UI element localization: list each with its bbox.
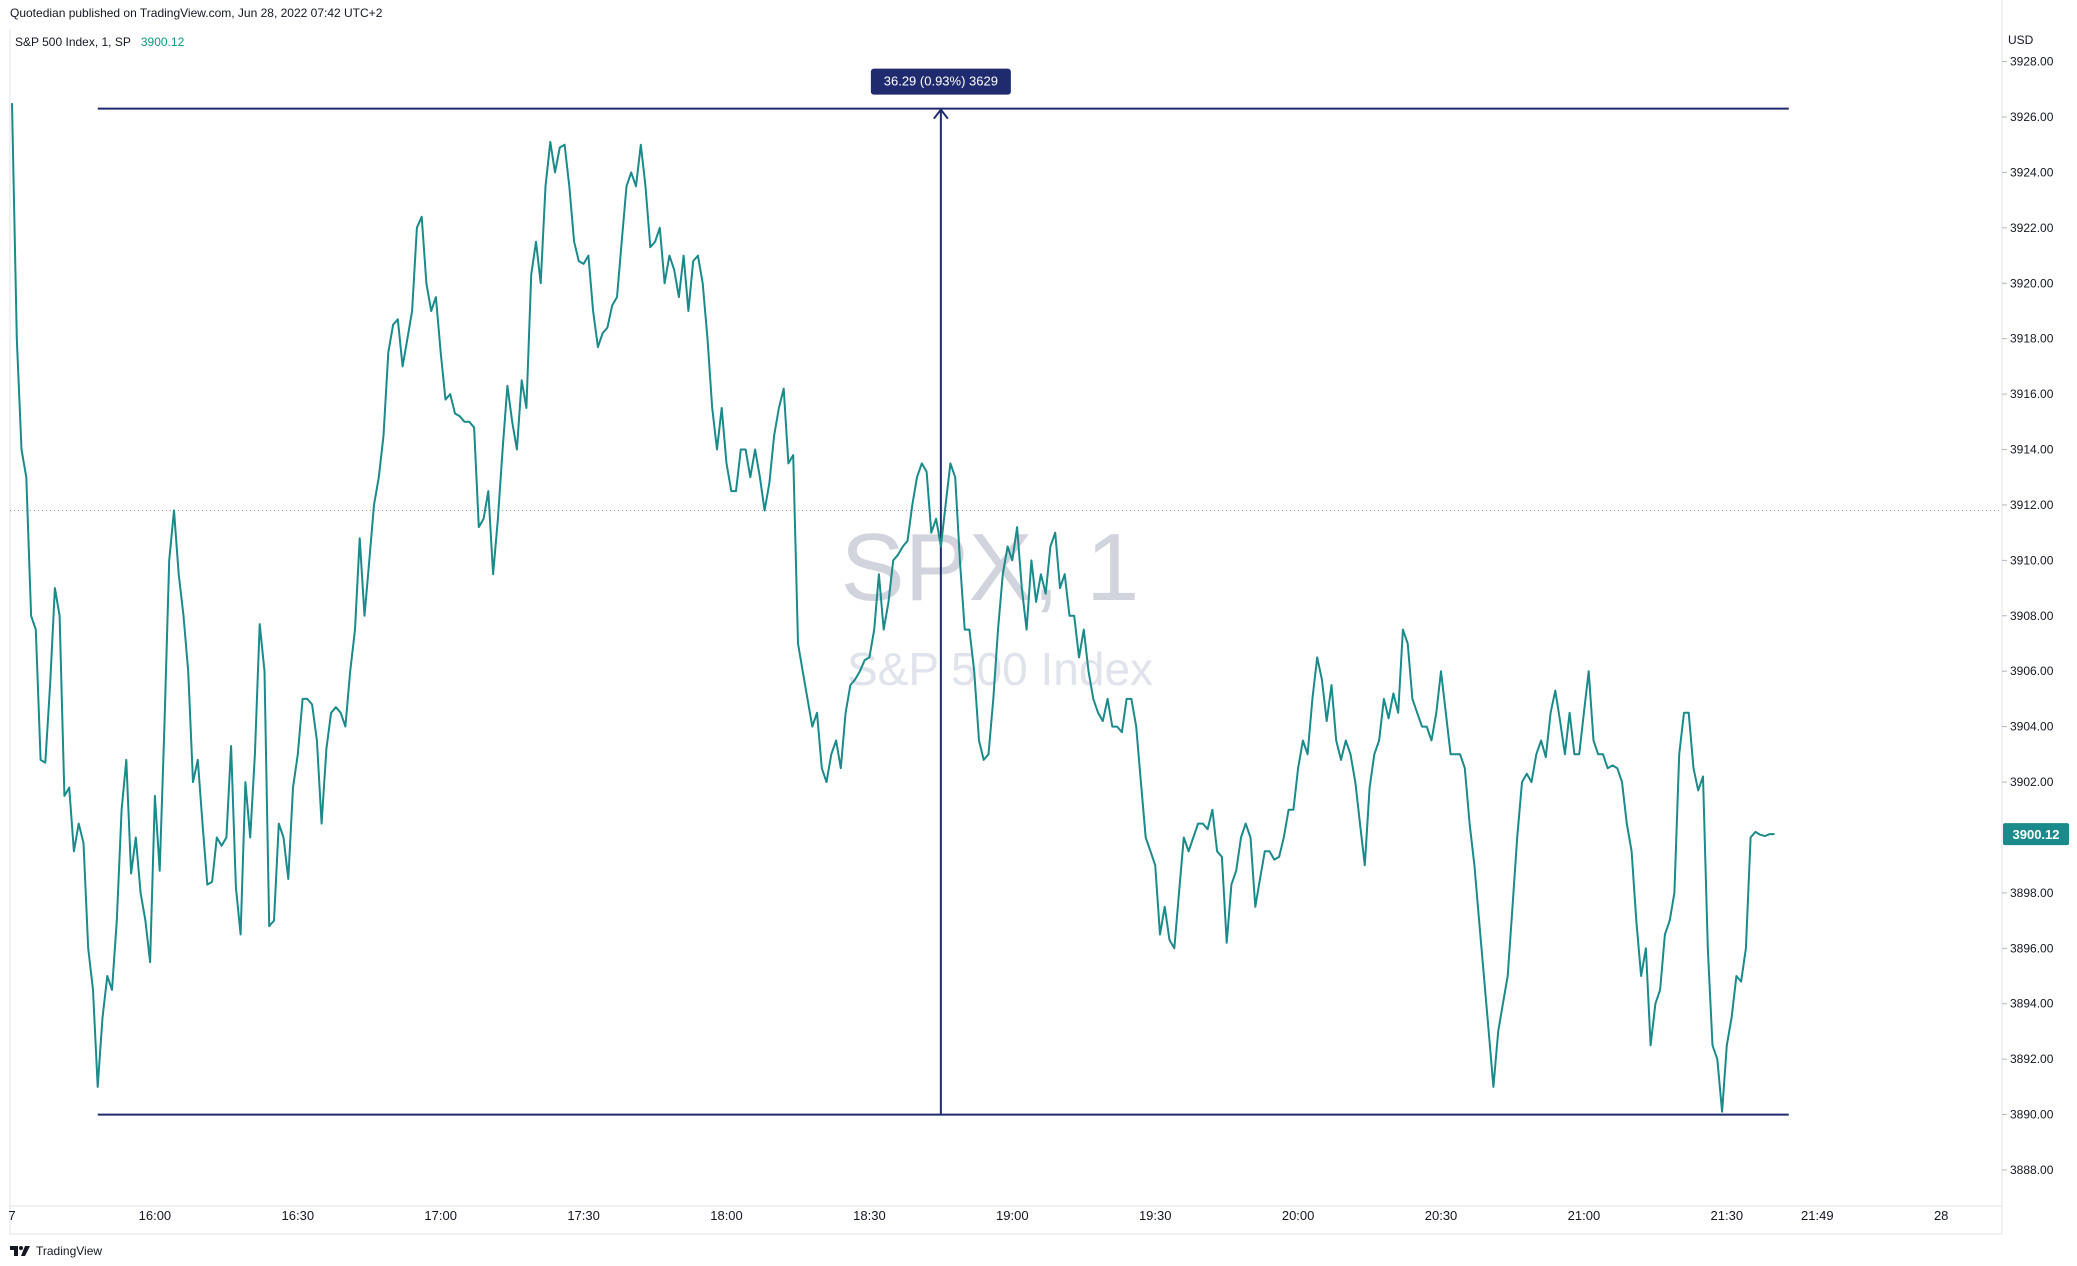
- price-range-measure[interactable]: 36.29 (0.93%) 3629: [97, 68, 1789, 1116]
- x-tick-label: 17:00: [424, 1208, 457, 1223]
- price-series: [11, 103, 1775, 1113]
- x-tick-label: 20:30: [1425, 1208, 1458, 1223]
- x-tick-label: 18:00: [710, 1208, 743, 1223]
- tradingview-footer[interactable]: TradingView: [10, 1244, 102, 1258]
- x-tick-label: 16:30: [282, 1208, 315, 1223]
- y-tick-label: 3926.00: [2010, 110, 2054, 124]
- symbol-label: S&P 500 Index, 1, SP: [15, 35, 131, 49]
- y-tick-label: 3916.00: [2010, 387, 2054, 401]
- tradingview-brand: TradingView: [36, 1244, 103, 1258]
- y-tick-label: 3910.00: [2010, 553, 2054, 567]
- x-tick-label: 16:00: [139, 1208, 172, 1223]
- measure-arrow-icon: [933, 108, 949, 120]
- x-tick-label: 18:30: [853, 1208, 886, 1223]
- x-tick-label: 20:00: [1282, 1208, 1315, 1223]
- y-tick-label: 3918.00: [2010, 332, 2054, 346]
- watermark-symbol: SPX, 1: [841, 514, 1140, 621]
- spx-price-line: [11, 103, 1775, 1113]
- x-tick-label: 21:49: [1801, 1208, 1834, 1223]
- y-tick-label: 3924.00: [2010, 165, 2054, 179]
- legend-price: 3900.12: [140, 35, 185, 49]
- chart-frame: [9, 0, 2003, 1235]
- chart-watermark: SPX, 1 S&P 500 Index: [841, 514, 1153, 695]
- last-price-label: 3900.12: [2013, 827, 2060, 842]
- y-tick-label: 3902.00: [2010, 775, 2054, 789]
- y-tick-label: 3892.00: [2010, 1052, 2054, 1066]
- watermark-name: S&P 500 Index: [847, 643, 1153, 695]
- time-axis[interactable]: 7 16:00 16:30 17:00 17:30 18:00 18:30 19:00 19:3…: [8, 1208, 1948, 1223]
- price-axis[interactable]: USD 3888.00 3890.00 3892.00 3894.00 3896.00 38…: [2002, 33, 2069, 1177]
- y-tick-label: 3920.00: [2010, 276, 2054, 290]
- publisher-line: Quotedian published on TradingView.com, …: [10, 6, 383, 20]
- y-tick-label: 3890.00: [2010, 1108, 2054, 1122]
- x-tick-label: 21:30: [1711, 1208, 1744, 1223]
- measure-label-box: [870, 68, 1011, 95]
- measure-label: 36.29 (0.93%) 3629: [884, 74, 998, 89]
- y-tick-label: 3914.00: [2010, 443, 2054, 457]
- y-tick-label: 3896.00: [2010, 941, 2054, 955]
- y-tick-label: 3904.00: [2010, 720, 2054, 734]
- y-tick-label: 3888.00: [2010, 1163, 2054, 1177]
- y-tick-label: 3898.00: [2010, 886, 2054, 900]
- y-tick-label: 3894.00: [2010, 997, 2054, 1011]
- y-tick-label: 3906.00: [2010, 664, 2054, 678]
- symbol-legend[interactable]: S&P 500 Index, 1, SP 3900.12: [15, 35, 184, 49]
- x-tick-label: 28: [1934, 1208, 1948, 1223]
- y-tick-label: 3928.00: [2010, 55, 2054, 69]
- last-price-tag: [2003, 823, 2069, 846]
- tradingview-logo-icon: [10, 1246, 30, 1256]
- y-tick-label: 3908.00: [2010, 609, 2054, 623]
- currency-label: USD: [2008, 33, 2034, 47]
- y-tick-label: 3922.00: [2010, 221, 2054, 235]
- x-tick-label: 17:30: [567, 1208, 600, 1223]
- x-tick-label: 19:00: [996, 1208, 1029, 1223]
- x-tick-label: 21:00: [1568, 1208, 1601, 1223]
- y-tick-label: 3912.00: [2010, 498, 2054, 512]
- x-tick-label: 19:30: [1139, 1208, 1172, 1223]
- x-tick-label: 7: [8, 1208, 15, 1223]
